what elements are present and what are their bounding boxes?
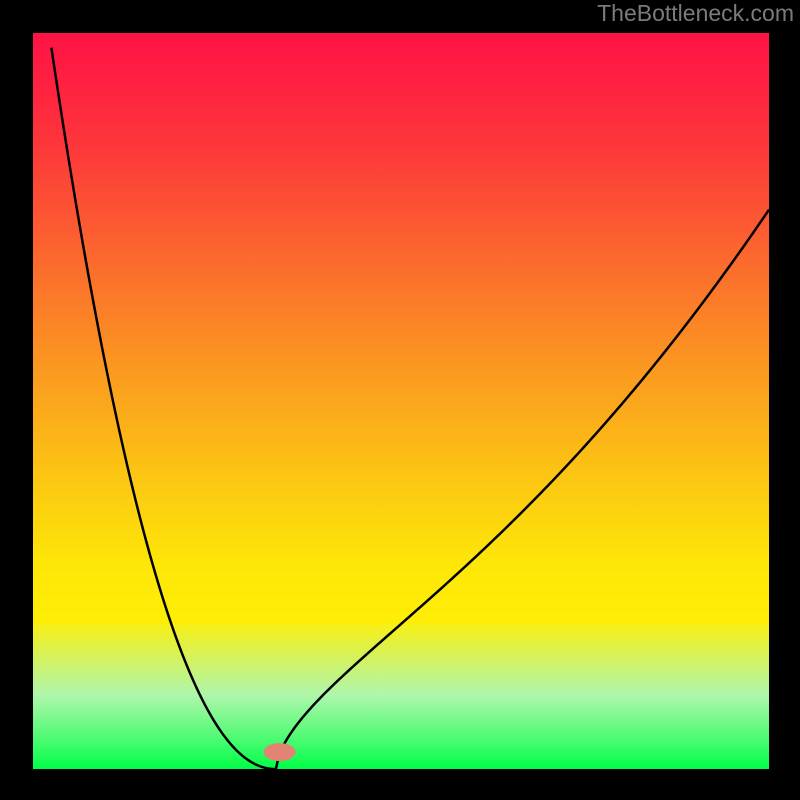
chart-gradient-area (33, 33, 769, 769)
optimal-point-marker (264, 743, 296, 761)
bottleneck-chart (0, 0, 800, 800)
